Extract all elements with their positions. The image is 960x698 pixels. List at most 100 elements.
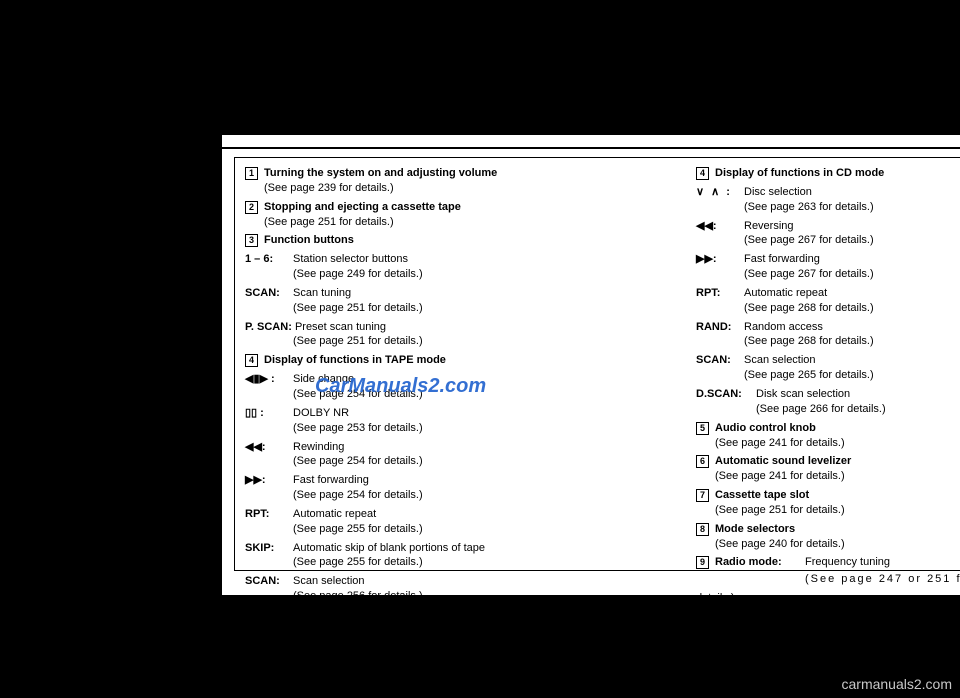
tape-skip: SKIP: Automatic skip of blank portions o…: [245, 541, 666, 571]
item-9: 9 Radio mode: Frequency tuning (See page…: [696, 555, 960, 589]
tape-desc: DOLBY NR: [293, 407, 349, 419]
cd-desc: Fast forwarding: [744, 253, 820, 265]
tape-desc: Automatic skip of blank portions of tape: [293, 542, 485, 554]
tape-label: RPT:: [245, 507, 293, 537]
cd-disc-sel: ∨ ∧ : Disc selection (See page 263 for d…: [696, 185, 960, 215]
func-label: SCAN:: [245, 286, 293, 316]
tape-desc: Rewinding: [293, 441, 344, 453]
num-box-1: 1: [245, 167, 258, 180]
item-8-title: Mode selectors: [715, 523, 795, 535]
item-7: 7 Cassette tape slot (See page 251 for d…: [696, 488, 960, 518]
cd-scan: SCAN: Scan selection (See page 265 for d…: [696, 353, 960, 383]
item-2-sub: (See page 251 for details.): [264, 216, 394, 228]
func-desc: Station selector buttons: [293, 253, 408, 265]
tape-header-title: Display of functions in TAPE mode: [264, 354, 446, 366]
rewind-icon: ◀◀:: [245, 441, 266, 453]
tape-mode-sub: program: [716, 625, 960, 640]
tape-mode-row: TAPE mode: Direct access to a desired: [716, 608, 960, 623]
tape-sub: (See page 254 for details.): [293, 455, 423, 467]
tape-desc: Scan selection: [293, 575, 365, 587]
cd-sub: (See page 263 for details.): [744, 201, 874, 213]
func-desc: Scan tuning: [293, 287, 351, 299]
item-5-title: Audio control knob: [715, 422, 816, 434]
cd-label: RAND:: [696, 320, 744, 350]
cd-sub: (See page 267 for details.): [744, 268, 874, 280]
tape-fast-fwd: ▶▶: Fast forwarding (See page 254 for de…: [245, 473, 666, 503]
item-5: 5 Audio control knob (See page 241 for d…: [696, 421, 960, 451]
item-4-cd: 4 Display of functions in CD mode: [696, 166, 960, 181]
manual-page: AUDIO 1 Turning the system on and adjust…: [222, 135, 960, 595]
cd-label: SCAN:: [696, 353, 744, 383]
func-desc: Preset scan tuning: [295, 321, 386, 333]
item-7-sub: (See page 251 for details.): [715, 504, 845, 516]
side-change-icon: ◀▮▶ :: [245, 373, 275, 385]
tape-dolby: ▯▯ : DOLBY NR (See page 253 for details.…: [245, 406, 666, 436]
cd-label: RPT:: [696, 286, 744, 316]
num-box-8: 8: [696, 523, 709, 536]
rewind-icon: ◀◀:: [696, 220, 717, 232]
header-rule: [222, 147, 960, 149]
cd-desc: Disk scan selection: [756, 388, 850, 400]
tape-sub: (See page 255 for details.): [293, 556, 423, 568]
func-pscan: P. SCAN: Preset scan tuning (See page 25…: [245, 320, 666, 350]
cd-sub: (See page 265 for details.): [744, 369, 874, 381]
radio-mode-sub2: details.): [696, 591, 960, 606]
item-1-title: Turning the system on and adjusting volu…: [264, 167, 497, 179]
tape-mode-desc: Direct access to a desired: [806, 608, 960, 623]
func-sub: (See page 249 for details.): [293, 268, 423, 280]
tape-sub: (See page 254 for details.): [293, 388, 423, 400]
item-2-title: Stopping and ejecting a cassette tape: [264, 201, 461, 213]
tape-rpt: RPT: Automatic repeat (See page 255 for …: [245, 507, 666, 537]
cd-rand: RAND: Random access (See page 268 for de…: [696, 320, 960, 350]
cd-sub: (See page 267 for details.): [744, 234, 874, 246]
cd-sub: (See page 266 for details.): [756, 403, 886, 415]
num-box-7: 7: [696, 489, 709, 502]
tape-sub: (See page 254 for details.): [293, 489, 423, 501]
num-box-4r: 4: [696, 167, 709, 180]
content-box: 1 Turning the system on and adjusting vo…: [234, 157, 960, 571]
fast-fwd-icon: ▶▶:: [696, 253, 717, 265]
radio-mode-sub: (See page 247 or 251 for: [805, 572, 960, 587]
tape-label: SCAN:: [245, 574, 293, 604]
cd-desc: Reversing: [744, 220, 794, 232]
num-box-5: 5: [696, 422, 709, 435]
item-8-sub: (See page 240 for details.): [715, 538, 845, 550]
disc-select-icon: ∨ ∧ :: [696, 186, 732, 198]
tape-desc: Automatic repeat: [293, 508, 376, 520]
func-sub: (See page 251 for details.): [293, 302, 423, 314]
func-1-6: 1 – 6: Station selector buttons (See pag…: [245, 252, 666, 282]
item-6-title: Automatic sound levelizer: [715, 455, 851, 467]
item-8: 8 Mode selectors (See page 240 for detai…: [696, 522, 960, 552]
tape-sub: (See page 255 for details.): [293, 523, 423, 535]
num-box-9: 9: [696, 556, 709, 569]
cd-label: D.SCAN:: [696, 387, 756, 417]
cd-dscan: D.SCAN: Disk scan selection (See page 26…: [696, 387, 960, 417]
num-box-3: 3: [245, 234, 258, 247]
func-sub: (See page 251 for details.): [293, 335, 423, 347]
num-box-4: 4: [245, 354, 258, 367]
cd-fast-fwd: ▶▶: Fast forwarding (See page 267 for de…: [696, 252, 960, 282]
cd-header-title: Display of functions in CD mode: [715, 167, 884, 179]
tape-side-change: ◀▮▶ : Side change (See page 254 for deta…: [245, 372, 666, 402]
tape-mode-label: TAPE mode:: [716, 608, 806, 623]
num-box-6: 6: [696, 455, 709, 468]
fast-fwd-icon: ▶▶:: [245, 474, 266, 486]
num-box-2: 2: [245, 201, 258, 214]
cd-desc: Automatic repeat: [744, 287, 827, 299]
func-label: 1 – 6:: [245, 252, 293, 282]
tape-sub: (See page 253 for details.): [293, 422, 423, 434]
tape-label: SKIP:: [245, 541, 293, 571]
item-1-sub: (See page 239 for details.): [264, 182, 394, 194]
radio-mode-desc: Frequency tuning: [805, 555, 890, 570]
cd-sub: (See page 268 for details.): [744, 335, 874, 347]
radio-mode-label: Radio mode:: [715, 555, 805, 570]
watermark-footer: carmanuals2.com: [842, 676, 953, 692]
cd-desc: Disc selection: [744, 186, 812, 198]
item-3: 3 Function buttons: [245, 233, 666, 248]
item-2: 2 Stopping and ejecting a cassette tape …: [245, 200, 666, 230]
item-4-tape: 4 Display of functions in TAPE mode: [245, 353, 666, 368]
left-column: 1 Turning the system on and adjusting vo…: [245, 166, 686, 562]
func-scan: SCAN: Scan tuning (See page 251 for deta…: [245, 286, 666, 316]
tape-sub: (See page 256 for details.): [293, 590, 423, 602]
tape-desc: Side change: [293, 373, 354, 385]
